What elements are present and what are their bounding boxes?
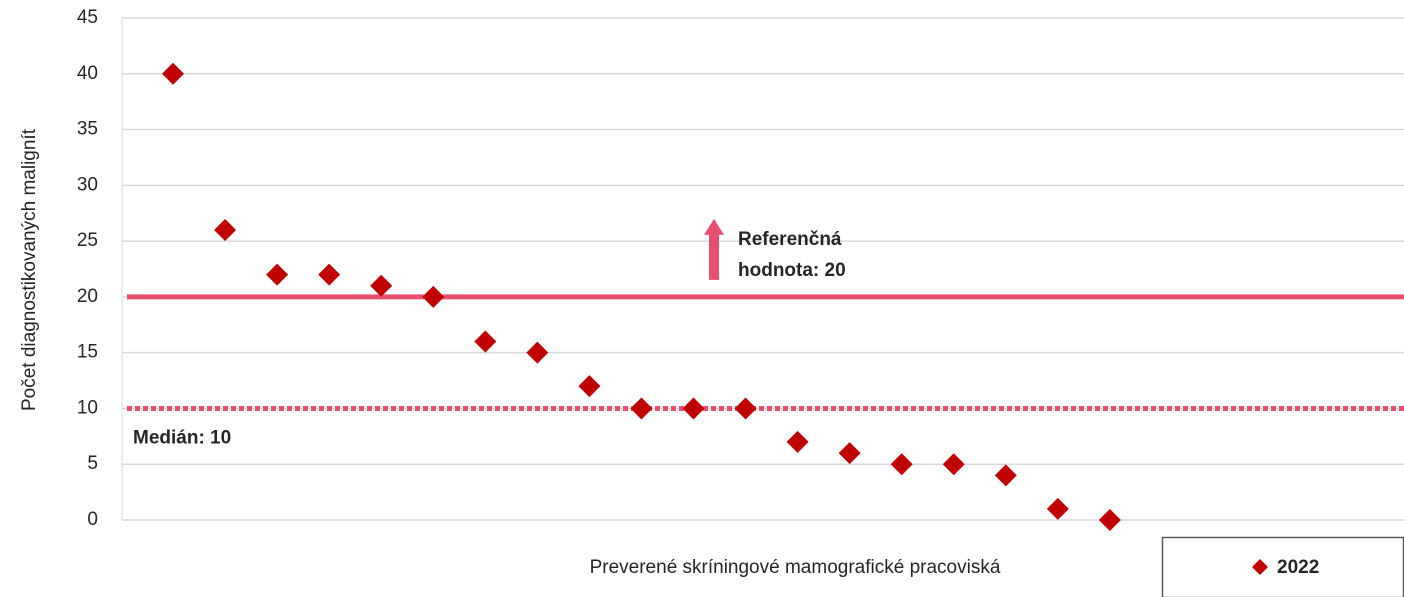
point [474,330,497,353]
point [422,285,445,308]
y-tick-label: 45 [77,7,98,28]
point [1098,509,1121,531]
y-tick-label: 30 [77,174,98,195]
point [786,430,809,453]
x-axis-title: Preverené skríningové mamografické praco… [590,557,1001,578]
y-tick-label: 20 [77,286,98,307]
legend-marker [1252,559,1268,575]
y-tick-label: 40 [77,63,98,84]
point [1046,497,1069,520]
point [838,442,861,465]
annotation: Medián: 10 [133,427,231,448]
annotation: hodnota: 20 [738,260,846,281]
point [630,397,653,420]
point [994,464,1017,487]
point [942,453,965,476]
point [578,375,601,398]
point [266,263,289,286]
point [526,341,549,364]
point [734,397,757,420]
legend-label: 2022 [1277,557,1319,578]
y-tick-label: 15 [77,342,98,363]
y-tick-label: 25 [77,230,98,251]
point [162,62,184,85]
y-tick-label: 0 [87,509,98,530]
point [318,263,341,286]
y-axis-title: Počet diagnostikovaných malignít [19,128,40,411]
point [890,453,913,476]
point [682,397,705,420]
arrow [704,218,724,280]
point [214,218,237,241]
y-tick-label: 35 [77,119,98,140]
y-tick-label: 5 [87,453,98,474]
annotation: Referenčná [738,229,842,250]
point [370,274,393,297]
y-tick-label: 10 [77,397,98,418]
